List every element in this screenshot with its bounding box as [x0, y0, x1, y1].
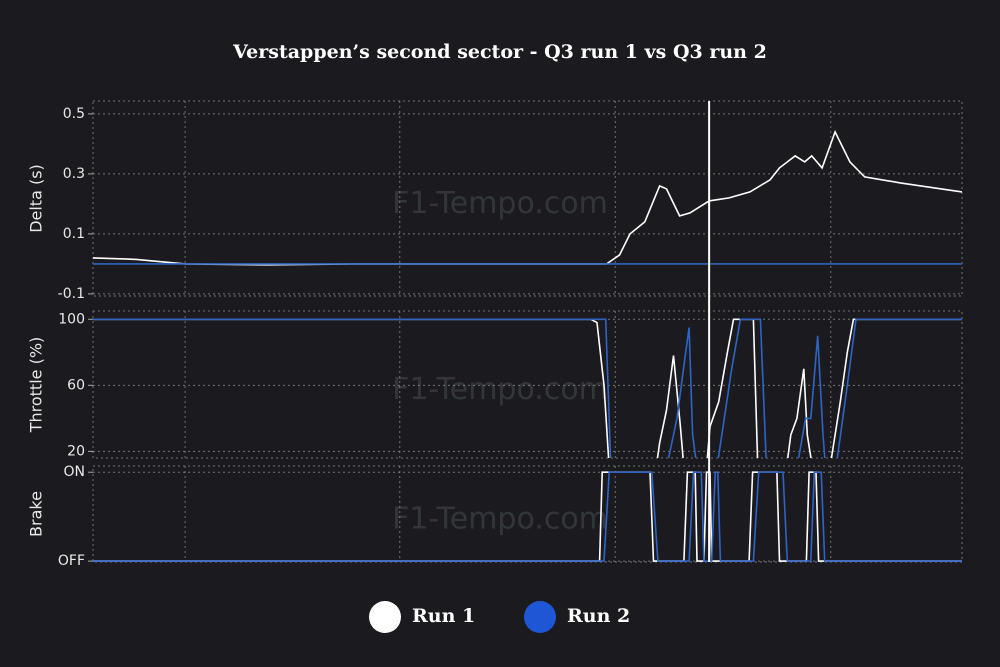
plot-frame [92, 100, 963, 297]
y-tick-label: 20 [67, 443, 85, 459]
y-tick-label: 100 [58, 311, 85, 327]
legend-marker [524, 601, 556, 633]
legend-label: Run 1 [412, 605, 475, 627]
y-tick-label: 0.5 [63, 106, 85, 122]
plot-area [93, 318, 962, 458]
plot-frame [92, 310, 963, 459]
plot-area [93, 129, 962, 266]
watermark: F1-Tempo.com [392, 372, 608, 407]
y-axis-label: Brake [27, 491, 46, 537]
series-line [93, 471, 962, 562]
plot-frame [92, 465, 963, 563]
y-axis-label: Throttle (%) [27, 337, 46, 434]
watermark: F1-Tempo.com [392, 186, 608, 221]
series-line [93, 318, 962, 458]
y-tick-label: ON [64, 464, 86, 480]
y-tick-label: 0.1 [63, 226, 85, 242]
series-line [93, 318, 962, 458]
legend-label: Run 2 [567, 605, 630, 627]
y-tick-label: 60 [67, 377, 85, 393]
y-tick-label: 0.3 [63, 166, 85, 182]
y-axis-label: Delta (s) [27, 164, 46, 233]
chart-title: Verstappen’s second sector - Q3 run 1 vs… [232, 41, 767, 63]
y-tick-label: OFF [58, 553, 85, 569]
y-tick-label: -0.1 [58, 286, 85, 302]
legend-marker [369, 601, 401, 633]
watermark: F1-Tempo.com [392, 502, 608, 537]
